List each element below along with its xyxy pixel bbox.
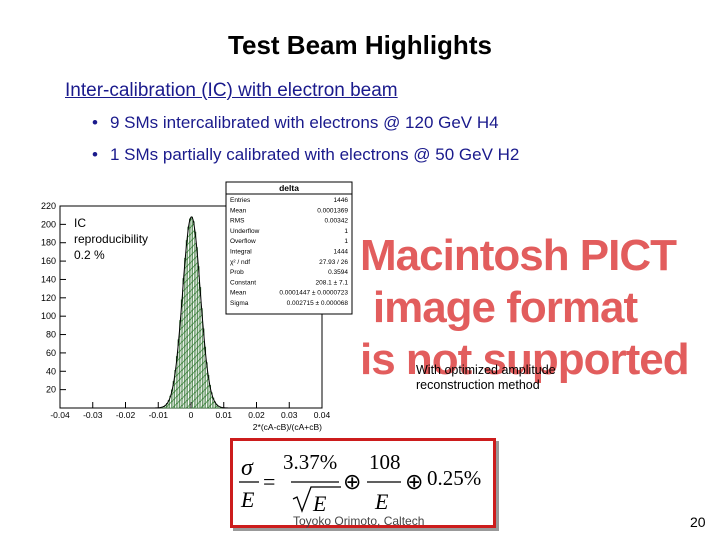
stats-label: Prob (230, 269, 244, 276)
placeholder-line: Macintosh PICT (360, 231, 677, 280)
y-tick-label: 40 (46, 366, 56, 376)
formula-stochastic-term: 3.37% (283, 450, 337, 474)
y-tick-label: 100 (41, 311, 56, 321)
stats-value: 1 (344, 238, 348, 245)
stats-value: 1446 (334, 197, 349, 204)
x-tick-label: -0.01 (149, 410, 169, 420)
y-tick-label: 80 (46, 330, 56, 340)
note-line: reconstruction method (416, 378, 540, 392)
ic-annotation-line: reproducibility (74, 232, 148, 246)
ic-annotation-line: IC (74, 216, 86, 230)
formula-sigma: σ (241, 455, 254, 481)
x-tick-label: 0.04 (314, 410, 331, 420)
slide-title: Test Beam Highlights (228, 30, 492, 60)
stats-value: 0.0001369 (317, 207, 348, 214)
bullet-text: 9 SMs intercalibrated with electrons @ 1… (110, 113, 499, 132)
formula-constant-term: 0.25% (427, 466, 481, 490)
y-tick-label: 220 (41, 201, 56, 211)
bullet-text: 1 SMs partially calibrated with electron… (110, 145, 520, 164)
stats-label: Mean (230, 207, 247, 214)
stats-value: 208.1 ± 7.1 (316, 279, 349, 286)
histogram-title: delta (279, 183, 299, 193)
method-note: With optimized amplitude reconstruction … (416, 363, 556, 393)
stats-value: 0.00342 (325, 218, 349, 225)
y-tick-label: 160 (41, 256, 56, 266)
placeholder-line: image format (372, 283, 638, 332)
page-number: 20 (690, 514, 706, 530)
stats-value: 1444 (334, 249, 349, 256)
formula-energy: E (240, 487, 255, 512)
fit-curve (151, 216, 231, 409)
x-tick-label: -0.02 (116, 410, 136, 420)
y-tick-label: 140 (41, 274, 56, 284)
stats-label: χ² / ndf (230, 259, 250, 266)
x-tick-label: -0.03 (83, 410, 103, 420)
x-tick-label: 0.02 (248, 410, 265, 420)
slide-subtitle: Inter-calibration (IC) with electron bea… (65, 80, 398, 101)
sqrt-sign (292, 486, 341, 513)
placeholder-line: is not supported (360, 335, 690, 384)
bullet-marker: • (92, 145, 98, 164)
stats-value: 0.0001447 ± 0.0000723 (279, 290, 348, 297)
stats-label: Constant (230, 279, 256, 286)
x-tick-label: 0.01 (215, 410, 232, 420)
bullet-marker: • (92, 113, 98, 132)
ic-annotation-line: 0.2 % (74, 248, 105, 262)
x-tick-label: 0 (189, 410, 194, 420)
stats-label: Sigma (230, 300, 249, 307)
x-tick-label: 0.03 (281, 410, 298, 420)
oplus-symbol: ⊕ (405, 469, 423, 494)
unsupported-image-placeholder: Macintosh PICT image format is not suppo… (360, 230, 690, 386)
stats-label: Overflow (230, 238, 256, 245)
formula-noise-term: 108 (369, 450, 401, 474)
y-tick-label: 120 (41, 293, 56, 303)
oplus-symbol: ⊕ (343, 469, 361, 494)
formula-noise-energy: E (374, 489, 389, 514)
resolution-formula: σ E = 3.37% E ⊕ 108 E ⊕ 0.25% (230, 438, 496, 528)
y-tick-label: 180 (41, 238, 56, 248)
stats-value: 0.002715 ± 0.000068 (287, 300, 349, 307)
stats-value: 0.3594 (328, 269, 348, 276)
stats-label: Mean (230, 290, 247, 297)
stats-box (225, 181, 353, 315)
formula-sqrt-energy: E (312, 491, 327, 516)
x-axis-label: 2*(cA-cB)/(cA+cB) (253, 422, 322, 432)
y-tick-label: 20 (46, 385, 56, 395)
stats-label: RMS (230, 218, 245, 225)
footer-author: Toyoko Orimoto, Caltech (293, 514, 425, 528)
stats-value: 1 (344, 228, 348, 235)
y-tick-label: 200 (41, 219, 56, 229)
stats-value: 27.93 / 26 (319, 259, 348, 266)
stats-label: Underflow (230, 228, 260, 235)
note-line: With optimized amplitude (416, 363, 556, 377)
stats-label: Integral (230, 249, 252, 256)
y-tick-label: 60 (46, 348, 56, 358)
x-tick-label: -0.04 (50, 410, 70, 420)
stats-label: Entries (230, 197, 251, 204)
formula-equals: = (263, 469, 275, 494)
